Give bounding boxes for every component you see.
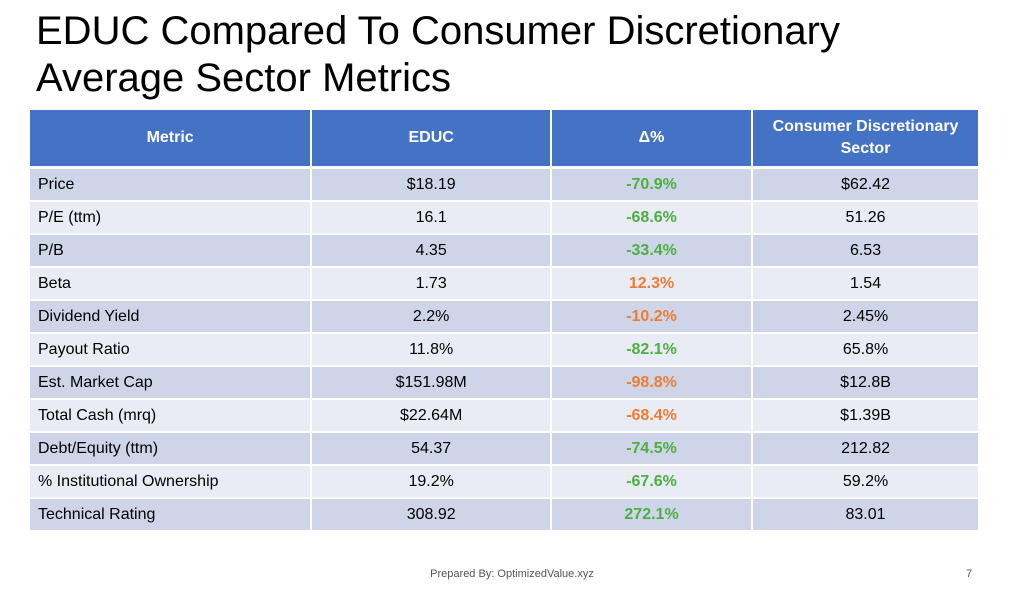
table-row: Total Cash (mrq) $22.64M -68.4% $1.39B	[30, 399, 978, 433]
metrics-comparison-table: Metric EDUC Δ% Consumer Discretionary Se…	[30, 110, 978, 532]
cell-sector: $1.39B	[752, 399, 978, 433]
cell-sector: 6.53	[752, 234, 978, 268]
cell-delta: -70.9%	[551, 167, 754, 202]
header-educ: EDUC	[311, 110, 553, 169]
table-row: Beta 1.73 12.3% 1.54	[30, 267, 978, 301]
cell-educ: 54.37	[311, 432, 553, 466]
cell-metric: Payout Ratio	[30, 333, 313, 367]
title-line-2: Average Sector Metrics	[36, 56, 451, 100]
cell-delta: -33.4%	[551, 234, 754, 268]
cell-delta: -98.8%	[551, 366, 754, 400]
cell-educ: 19.2%	[311, 465, 553, 499]
cell-delta: -67.6%	[551, 465, 754, 499]
header-delta: Δ%	[551, 110, 754, 169]
cell-sector: $62.42	[752, 167, 978, 202]
slide-title: EDUC Compared To Consumer Discretionary …	[36, 8, 996, 102]
cell-educ: $18.19	[311, 167, 553, 202]
cell-educ: 16.1	[311, 201, 553, 235]
cell-sector: 83.01	[752, 498, 978, 532]
cell-delta: -68.6%	[551, 201, 754, 235]
table-row: Technical Rating 308.92 272.1% 83.01	[30, 498, 978, 532]
cell-metric: Dividend Yield	[30, 300, 313, 334]
cell-metric: Price	[30, 167, 313, 202]
table-row: Payout Ratio 11.8% -82.1% 65.8%	[30, 333, 978, 367]
cell-metric: Debt/Equity (ttm)	[30, 432, 313, 466]
table-row: Debt/Equity (ttm) 54.37 -74.5% 212.82	[30, 432, 978, 466]
header-sector: Consumer Discretionary Sector	[752, 110, 978, 169]
cell-sector: 1.54	[752, 267, 978, 301]
table-row: % Institutional Ownership 19.2% -67.6% 59.2…	[30, 465, 978, 499]
table-row: Price $18.19 -70.9% $62.42	[30, 167, 978, 202]
cell-delta: 272.1%	[551, 498, 754, 532]
cell-sector: $12.8B	[752, 366, 978, 400]
cell-delta: -10.2%	[551, 300, 754, 334]
cell-educ: 2.2%	[311, 300, 553, 334]
cell-educ: 4.35	[311, 234, 553, 268]
cell-educ: $151.98M	[311, 366, 553, 400]
cell-metric: Beta	[30, 267, 313, 301]
cell-metric: P/B	[30, 234, 313, 268]
cell-metric: Technical Rating	[30, 498, 313, 532]
table-row: Dividend Yield 2.2% -10.2% 2.45%	[30, 300, 978, 334]
cell-delta: 12.3%	[551, 267, 754, 301]
cell-sector: 59.2%	[752, 465, 978, 499]
title-line-1: EDUC Compared To Consumer Discretionary	[36, 9, 840, 53]
cell-delta: -68.4%	[551, 399, 754, 433]
cell-sector: 2.45%	[752, 300, 978, 334]
cell-sector: 65.8%	[752, 333, 978, 367]
header-metric: Metric	[30, 110, 313, 169]
cell-delta: -74.5%	[551, 432, 754, 466]
cell-educ: 1.73	[311, 267, 553, 301]
table-row: Est. Market Cap $151.98M -98.8% $12.8B	[30, 366, 978, 400]
cell-metric: Total Cash (mrq)	[30, 399, 313, 433]
cell-educ: 11.8%	[311, 333, 553, 367]
cell-sector: 212.82	[752, 432, 978, 466]
cell-metric: % Institutional Ownership	[30, 465, 313, 499]
cell-educ: 308.92	[311, 498, 553, 532]
cell-metric: Est. Market Cap	[30, 366, 313, 400]
table-body: Price $18.19 -70.9% $62.42 P/E (ttm) 16.1 -68.…	[30, 167, 978, 532]
footer-prepared-by: Prepared By: OptimizedValue.xyz	[430, 568, 594, 580]
table-header-row: Metric EDUC Δ% Consumer Discretionary Se…	[30, 110, 978, 169]
cell-metric: P/E (ttm)	[30, 201, 313, 235]
table-row: P/E (ttm) 16.1 -68.6% 51.26	[30, 201, 978, 235]
cell-sector: 51.26	[752, 201, 978, 235]
table-row: P/B 4.35 -33.4% 6.53	[30, 234, 978, 268]
cell-delta: -82.1%	[551, 333, 754, 367]
cell-educ: $22.64M	[311, 399, 553, 433]
page-number: 7	[966, 568, 973, 580]
